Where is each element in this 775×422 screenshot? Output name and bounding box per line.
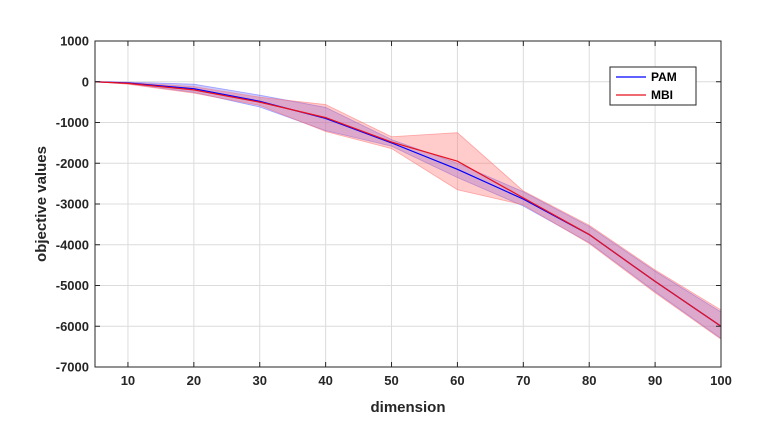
series-lines [94,81,722,327]
x-tick-label: 10 [121,373,135,388]
tick-labels: 10 20 30 40 50 60 70 80 90 100 1000 0 -1000 -2000 -300… [56,34,732,389]
legend-label-pam: PAM [651,70,677,84]
x-tick-label: 20 [187,373,201,388]
x-tick-label: 30 [253,373,267,388]
y-tick-label: -6000 [56,319,89,334]
x-tick-label: 50 [384,373,398,388]
y-tick-label: -3000 [56,197,89,212]
x-tick-label: 40 [318,373,332,388]
y-tick-label: 1000 [60,34,89,49]
y-tick-label: -1000 [56,115,89,130]
x-tick-label: 90 [648,373,662,388]
legend-box [609,66,697,106]
legend: PAM MBI [609,66,697,106]
y-axis-label: objective values [33,146,50,262]
x-tick-label: 70 [516,373,530,388]
x-tick-label: 80 [582,373,596,388]
series-line-mbi [94,81,722,327]
x-axis-label: dimension [370,399,445,416]
legend-label-mbi: MBI [651,88,673,102]
y-tick-label: -2000 [56,156,89,171]
y-tick-label: -5000 [56,278,89,293]
y-tick-label: 0 [82,74,89,89]
x-tick-label: 60 [450,373,464,388]
y-tick-label: -7000 [56,360,89,375]
y-tick-label: -4000 [56,237,89,252]
x-tick-label: 100 [710,373,732,388]
